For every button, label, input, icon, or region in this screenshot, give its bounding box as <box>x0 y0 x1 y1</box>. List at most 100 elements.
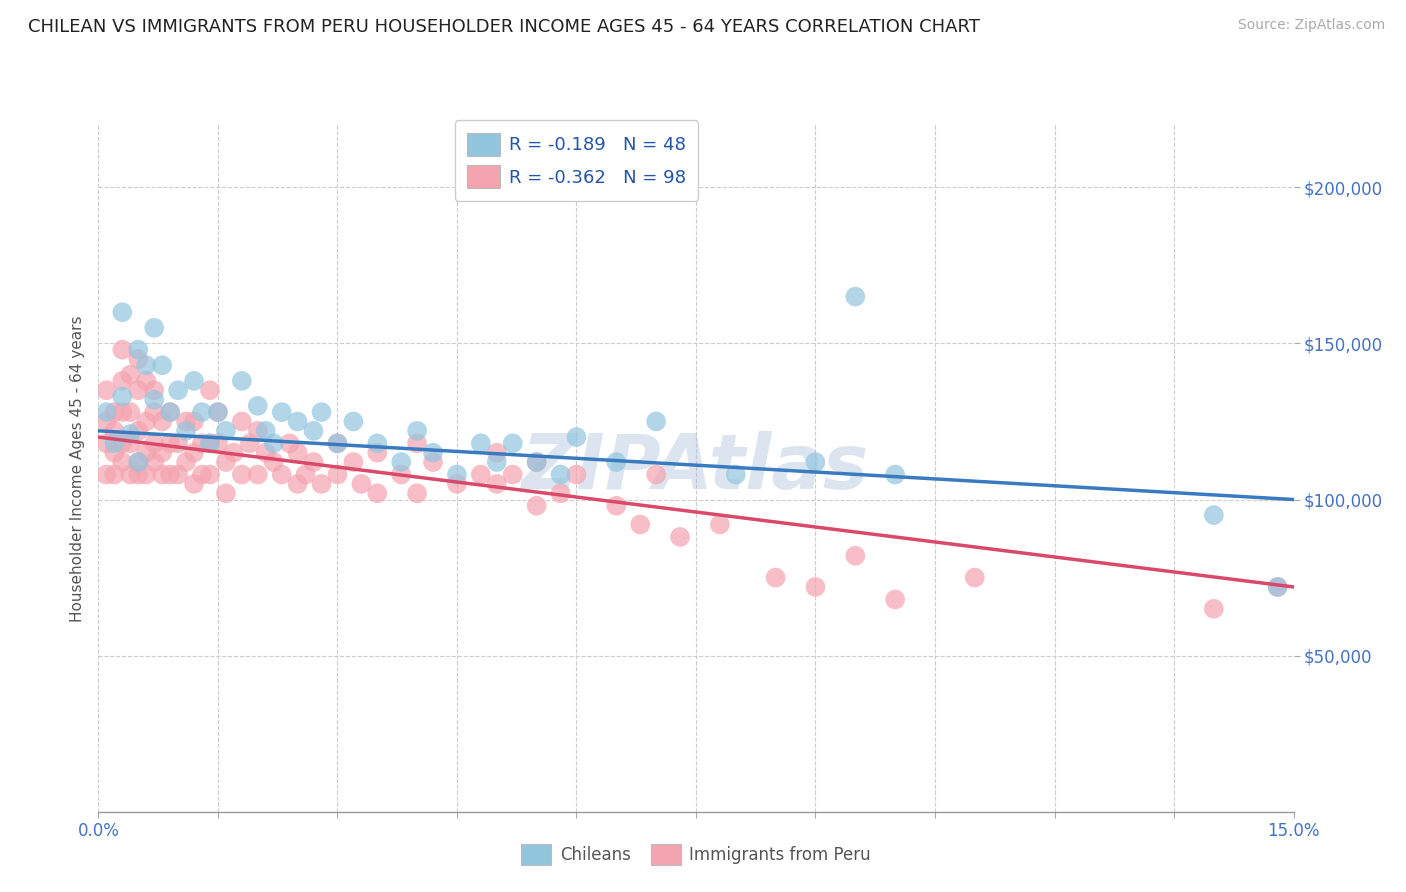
Point <box>127 455 149 469</box>
Point <box>270 467 292 482</box>
Point <box>150 414 173 429</box>
Point <box>263 455 285 469</box>
Point <box>294 467 316 482</box>
Point <box>103 467 125 482</box>
Point <box>1202 601 1225 615</box>
Point <box>111 305 134 319</box>
Point <box>446 467 468 482</box>
Point <box>127 467 149 482</box>
Y-axis label: Householder Income Ages 45 - 64 years: Householder Income Ages 45 - 64 years <box>69 315 84 622</box>
Point <box>422 455 444 469</box>
Point <box>159 467 181 482</box>
Point <box>502 436 524 450</box>
Point <box>183 414 205 429</box>
Point <box>406 436 429 450</box>
Point <box>884 467 907 482</box>
Point <box>198 467 221 482</box>
Point <box>246 424 269 438</box>
Point <box>311 476 333 491</box>
Point <box>526 455 548 469</box>
Point <box>422 445 444 460</box>
Point <box>159 405 181 419</box>
Point <box>278 436 301 450</box>
Point <box>326 436 349 450</box>
Point <box>215 486 238 500</box>
Point <box>111 455 134 469</box>
Point <box>222 445 245 460</box>
Point <box>470 436 492 450</box>
Point <box>111 436 134 450</box>
Point <box>709 517 731 532</box>
Point <box>366 486 388 500</box>
Point <box>254 445 277 460</box>
Point <box>159 436 181 450</box>
Point <box>565 430 588 444</box>
Point <box>183 476 205 491</box>
Point <box>120 405 142 419</box>
Point <box>366 436 388 450</box>
Point <box>111 343 134 357</box>
Text: CHILEAN VS IMMIGRANTS FROM PERU HOUSEHOLDER INCOME AGES 45 - 64 YEARS CORRELATIO: CHILEAN VS IMMIGRANTS FROM PERU HOUSEHOL… <box>28 18 980 36</box>
Point <box>120 368 142 382</box>
Point <box>605 499 627 513</box>
Point <box>207 405 229 419</box>
Point <box>485 476 508 491</box>
Point <box>311 405 333 419</box>
Point <box>143 436 166 450</box>
Point <box>326 467 349 482</box>
Point <box>302 455 325 469</box>
Point <box>111 374 134 388</box>
Point <box>143 320 166 334</box>
Point <box>366 445 388 460</box>
Text: ZIPAtlas: ZIPAtlas <box>522 432 870 505</box>
Point <box>198 436 221 450</box>
Point <box>96 414 118 429</box>
Point <box>143 384 166 398</box>
Point <box>103 445 125 460</box>
Point <box>174 424 197 438</box>
Point <box>127 384 149 398</box>
Point <box>239 436 262 450</box>
Point <box>127 424 149 438</box>
Point <box>246 467 269 482</box>
Point <box>103 436 125 450</box>
Point <box>159 405 181 419</box>
Point <box>96 405 118 419</box>
Point <box>143 405 166 419</box>
Point <box>502 467 524 482</box>
Point <box>645 467 668 482</box>
Point <box>191 436 214 450</box>
Point <box>150 467 173 482</box>
Point <box>605 455 627 469</box>
Point <box>270 405 292 419</box>
Point <box>470 467 492 482</box>
Point <box>550 486 572 500</box>
Point <box>183 374 205 388</box>
Point <box>287 414 309 429</box>
Point <box>669 530 692 544</box>
Point <box>103 405 125 419</box>
Point <box>1202 508 1225 523</box>
Point <box>302 424 325 438</box>
Point <box>263 436 285 450</box>
Point <box>120 426 142 441</box>
Point <box>326 436 349 450</box>
Point <box>804 580 827 594</box>
Point <box>287 445 309 460</box>
Point <box>287 476 309 491</box>
Point <box>198 384 221 398</box>
Point <box>963 571 986 585</box>
Point <box>135 414 157 429</box>
Point <box>135 374 157 388</box>
Point <box>127 455 149 469</box>
Point <box>96 384 118 398</box>
Point <box>485 455 508 469</box>
Point <box>231 467 253 482</box>
Point <box>135 467 157 482</box>
Point <box>191 405 214 419</box>
Point <box>191 467 214 482</box>
Point <box>550 467 572 482</box>
Point <box>844 549 866 563</box>
Point <box>127 351 149 366</box>
Point <box>111 389 134 403</box>
